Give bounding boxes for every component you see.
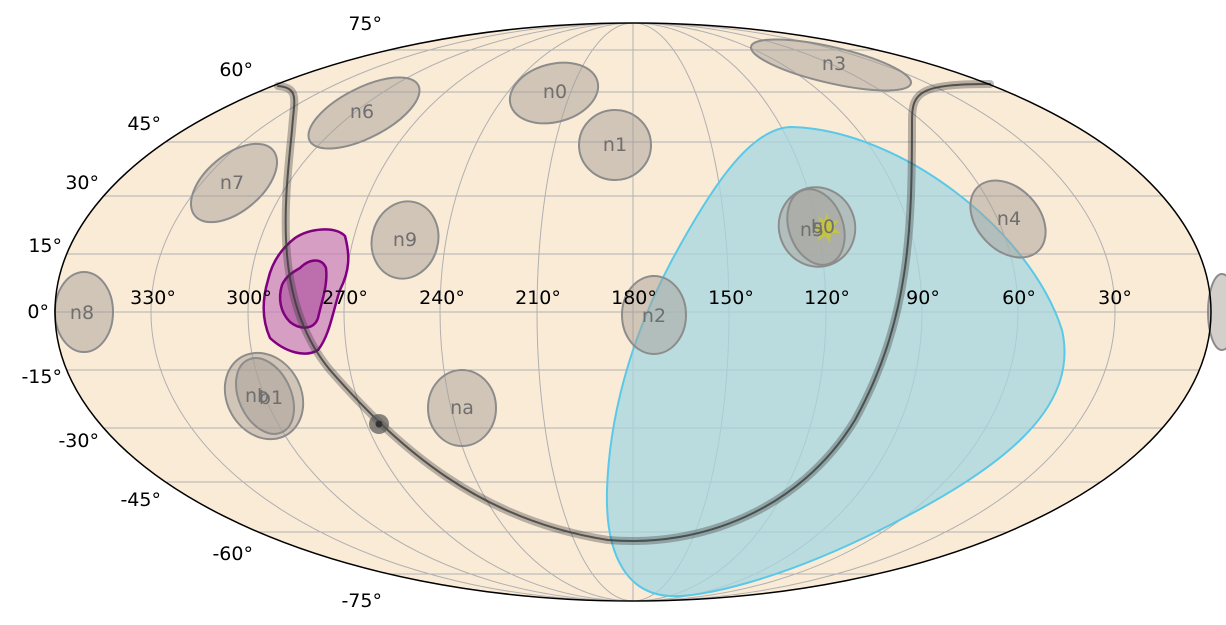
lon-label-60: 60° [1002, 287, 1036, 309]
detector-label-n7: n7 [220, 172, 244, 194]
lon-label-30: 30° [1098, 287, 1132, 309]
detector-n1-footprint [578, 109, 652, 181]
latitude-labels: 75° 60° 45° 30° 15° 0° -15° -30° -45° -6… [21, 13, 382, 612]
earth-occultation-track [274, 80, 994, 545]
detector-n2-footprint [621, 275, 687, 355]
detector-label-n6: n6 [350, 101, 374, 123]
lat-label-30: 30° [65, 172, 99, 194]
lon-label-240: 240° [419, 287, 465, 309]
detector-edge-footprint [1207, 273, 1226, 351]
detector-na-footprint [427, 369, 497, 447]
lat-label-15: 15° [28, 235, 62, 257]
lat-label-minus30: -30° [58, 430, 99, 452]
detector-label-n2: n2 [642, 305, 666, 327]
source-star-icon [812, 213, 840, 243]
lat-label-minus45: -45° [120, 489, 161, 511]
detector-n4-footprint [969, 179, 1047, 259]
lon-label-330: 330° [130, 287, 176, 309]
detector-label-b0: b0 [811, 216, 835, 238]
lon-label-300: 300° [226, 287, 272, 309]
contour-inner [278, 259, 328, 329]
detector-n9-footprint [370, 200, 440, 280]
detector-label-n3: n3 [822, 53, 846, 75]
longitude-labels: 330° 300° 270° 240° 210° 180° 150° 120° … [130, 287, 1132, 309]
detector-label-n8: n8 [70, 302, 94, 324]
lat-label-60: 60° [219, 59, 253, 81]
lon-label-90: 90° [906, 287, 940, 309]
lat-label-45: 45° [127, 113, 161, 135]
lat-label-minus75: -75° [341, 590, 382, 612]
detector-label-nb: nb [245, 385, 269, 407]
detector-label-b1: b1 [259, 387, 283, 409]
detector-n7-footprint [189, 142, 279, 224]
detector-n3-footprint [749, 38, 913, 92]
lon-label-120: 120° [804, 287, 850, 309]
detector-footprints [54, 38, 1226, 447]
detector-label-na: na [450, 397, 474, 419]
detector-label-n5: n5 [800, 219, 824, 241]
lon-label-180: 180° [611, 287, 657, 309]
lat-label-0: 0° [27, 301, 49, 323]
detector-label-n9: n9 [393, 229, 417, 251]
lon-label-150: 150° [708, 287, 754, 309]
lon-label-270: 270° [322, 287, 368, 309]
detector-label-n0: n0 [543, 81, 567, 103]
lon-label-210: 210° [515, 287, 561, 309]
lat-label-minus60: -60° [212, 543, 253, 565]
detector-labels: n0 n1 n2 n3 n4 n5 n6 n7 n8 n9 na nb b0 b… [70, 53, 1021, 419]
localization-region [605, 125, 1066, 598]
sun-position-center [375, 420, 383, 428]
detector-label-n4: n4 [997, 208, 1021, 230]
lat-label-minus15: -15° [21, 366, 62, 388]
detector-n6-footprint [307, 76, 421, 150]
detector-n0-footprint [508, 61, 600, 125]
detector-label-n1: n1 [603, 134, 627, 156]
detector-b1-footprint [234, 357, 296, 435]
sky-border [54, 22, 1212, 602]
lat-label-75: 75° [348, 13, 382, 35]
